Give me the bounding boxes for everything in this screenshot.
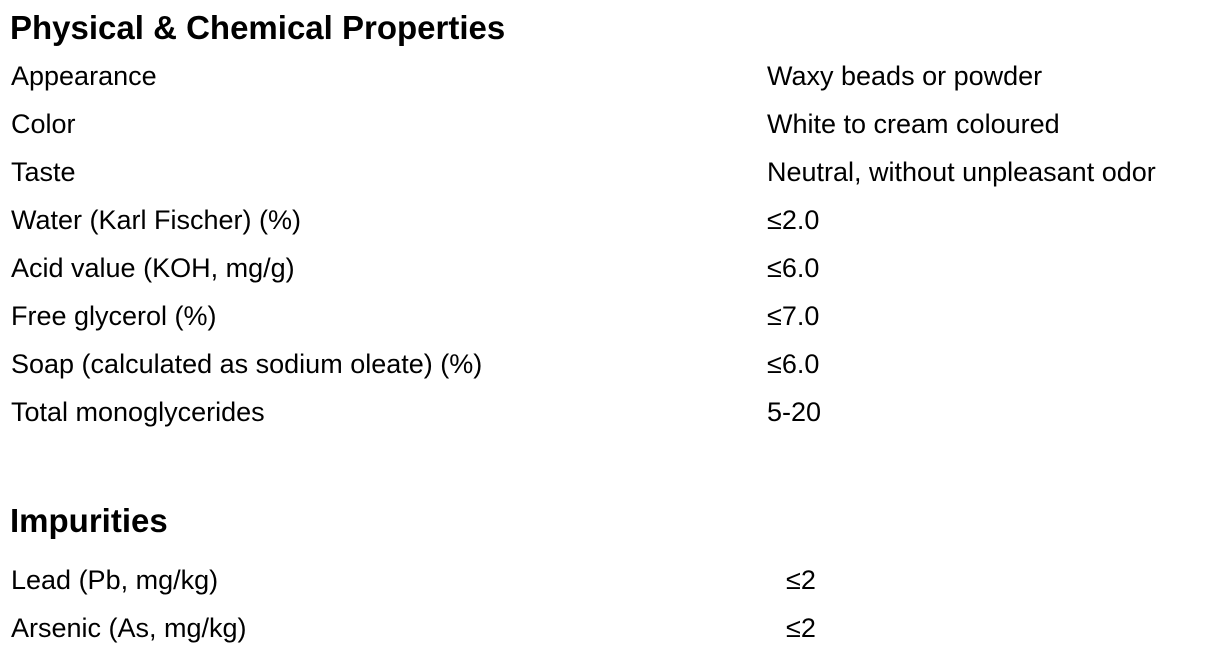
property-row-color: Color White to cream coloured <box>0 104 1223 144</box>
property-label: Water (Karl Fischer) (%) <box>11 205 302 235</box>
property-row-appearance: Appearance Waxy beads or powder <box>0 56 1223 96</box>
property-label: Taste <box>11 157 76 187</box>
impurity-label: Arsenic (As, mg/kg) <box>11 613 247 643</box>
property-value: Neutral, without unpleasant odor <box>767 157 1156 187</box>
property-value: ≤6.0 <box>767 253 820 283</box>
property-label: Free glycerol (%) <box>11 301 217 331</box>
impurity-row-arsenic: Arsenic (As, mg/kg) ≤2 <box>0 608 1223 648</box>
physical-properties-heading: Physical & Chemical Properties <box>10 9 506 46</box>
property-value: ≤2.0 <box>767 205 820 235</box>
property-row-soap: Soap (calculated as sodium oleate) (%) ≤… <box>0 344 1223 384</box>
property-label: Appearance <box>11 61 157 91</box>
impurity-row-lead: Lead (Pb, mg/kg) ≤2 <box>0 560 1223 600</box>
impurity-label: Lead (Pb, mg/kg) <box>11 565 219 595</box>
property-value: White to cream coloured <box>767 109 1060 139</box>
impurity-value: ≤2 <box>786 565 816 595</box>
property-value: ≤6.0 <box>767 349 820 379</box>
property-row-free-glycerol: Free glycerol (%) ≤7.0 <box>0 296 1223 336</box>
property-label: Total monoglycerides <box>11 397 265 427</box>
property-value: ≤7.0 <box>767 301 820 331</box>
impurities-heading: Impurities <box>10 502 168 539</box>
property-label: Acid value (KOH, mg/g) <box>11 253 295 283</box>
property-value: 5-20 <box>767 397 822 427</box>
property-row-total-monoglycerides: Total monoglycerides 5-20 <box>0 392 1223 432</box>
property-value: Waxy beads or powder <box>767 61 1043 91</box>
property-label: Color <box>11 109 76 139</box>
impurity-value: ≤2 <box>786 613 816 643</box>
property-label: Soap (calculated as sodium oleate) (%) <box>11 349 483 379</box>
property-row-water: Water (Karl Fischer) (%) ≤2.0 <box>0 200 1223 240</box>
property-row-acid-value: Acid value (KOH, mg/g) ≤6.0 <box>0 248 1223 288</box>
property-row-taste: Taste Neutral, without unpleasant odor <box>0 152 1223 192</box>
